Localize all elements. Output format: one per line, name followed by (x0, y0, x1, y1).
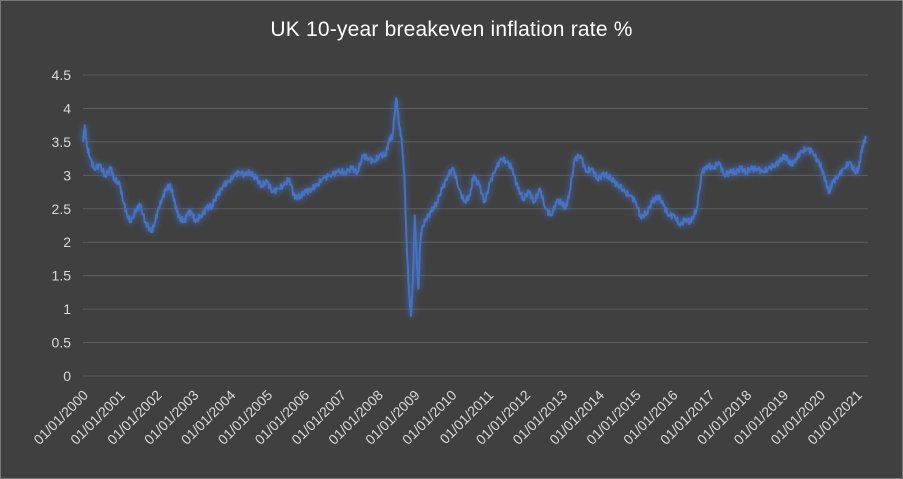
y-tick-label: 1 (63, 301, 71, 317)
y-tick-label: 3 (63, 167, 71, 183)
y-axis-ticks: 0 0.5 1 1.5 2 2.5 3 3.5 4 4.5 (52, 67, 72, 384)
y-tick-label: 2 (63, 234, 71, 250)
chart-title: UK 10-year breakeven inflation rate % (270, 18, 633, 41)
y-tick-label: 3.5 (52, 134, 72, 150)
y-tick-label: 0.5 (52, 335, 72, 351)
y-tick-label: 4 (63, 100, 71, 116)
x-axis-ticks: 01/01/200001/01/200101/01/200201/01/2003… (30, 387, 865, 448)
series-line (82, 97, 868, 317)
y-tick-label: 1.5 (52, 268, 72, 284)
y-tick-label: 4.5 (52, 67, 72, 83)
series-layer (82, 97, 868, 317)
y-tick-label: 2.5 (52, 201, 72, 217)
gridlines (83, 74, 868, 377)
y-tick-label: 0 (63, 368, 71, 384)
